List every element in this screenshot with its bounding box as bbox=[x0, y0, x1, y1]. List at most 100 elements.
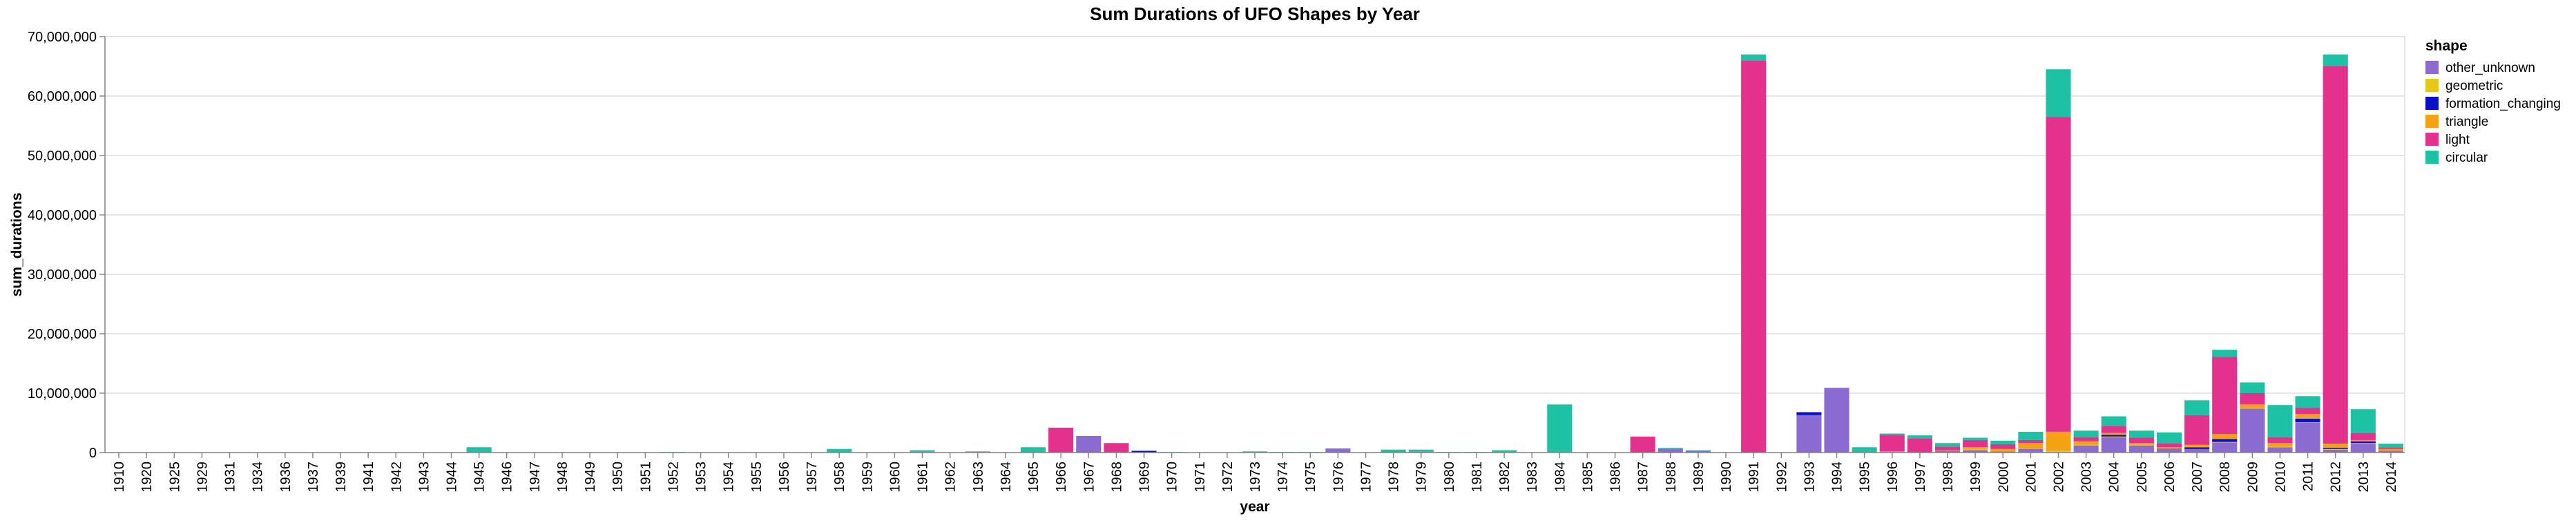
x-tick-label: 1969 bbox=[1137, 462, 1153, 493]
bar-formation_changing-2007 bbox=[2184, 447, 2210, 449]
legend-swatch-geometric bbox=[2425, 79, 2439, 92]
x-tick-label: 1994 bbox=[1830, 462, 1845, 493]
bar-light-2001 bbox=[2018, 439, 2044, 444]
legend-swatch-formation_changing bbox=[2425, 97, 2439, 110]
x-tick-label: 1954 bbox=[722, 462, 737, 493]
bar-triangle-2008 bbox=[2212, 434, 2238, 439]
x-tick-label: 2002 bbox=[2051, 462, 2066, 493]
x-tick-label: 1945 bbox=[472, 462, 488, 493]
x-tick-label: 2000 bbox=[1996, 462, 2011, 493]
x-tick-label: 2006 bbox=[2162, 462, 2178, 493]
bar-circular-1978 bbox=[1381, 449, 1406, 453]
bar-circular-1995 bbox=[1852, 447, 1877, 453]
bar-other_unknown-1989 bbox=[1685, 451, 1711, 453]
x-tick-label: 1978 bbox=[1387, 462, 1402, 493]
x-tick-label: 1958 bbox=[832, 462, 847, 493]
bar-circular-2001 bbox=[2018, 431, 2044, 440]
x-tick-label: 1989 bbox=[1691, 462, 1707, 493]
bar-light-1997 bbox=[1907, 438, 1932, 453]
bar-circular-2002 bbox=[2046, 69, 2071, 117]
bar-triangle-2014 bbox=[2378, 448, 2403, 451]
bar-other_unknown-2003 bbox=[2073, 445, 2099, 453]
x-tick-label: 1996 bbox=[1885, 462, 1901, 493]
bars bbox=[466, 54, 2403, 453]
bar-circular-1999 bbox=[1963, 437, 1988, 440]
bar-geometric-2010 bbox=[2267, 446, 2293, 448]
legend-title: shape bbox=[2425, 38, 2468, 54]
bar-light-2009 bbox=[2240, 393, 2265, 405]
x-tick-label: 1997 bbox=[1913, 462, 1928, 493]
x-tick-label: 1967 bbox=[1082, 462, 1097, 493]
x-tick-label: 1950 bbox=[611, 462, 626, 493]
x-tick-label: 1975 bbox=[1303, 462, 1318, 493]
x-axis-title: year bbox=[1240, 499, 1269, 515]
bar-formation_changing-2012 bbox=[2323, 448, 2348, 449]
bar-triangle-2009 bbox=[2240, 404, 2265, 408]
bar-other_unknown-2000 bbox=[1990, 451, 2016, 453]
bar-other_unknown-2012 bbox=[2323, 449, 2348, 453]
bar-other_unknown-2009 bbox=[2240, 408, 2265, 453]
x-tick-label: 1991 bbox=[1747, 462, 1762, 493]
x-tick-label: 1985 bbox=[1580, 462, 1595, 493]
y-tick-label: 0 bbox=[89, 446, 97, 461]
bar-circular-1996 bbox=[1879, 433, 1905, 435]
x-tick-label: 2001 bbox=[2024, 462, 2039, 493]
bar-circular-2009 bbox=[2240, 382, 2265, 393]
x-tick-label: 1956 bbox=[777, 462, 792, 493]
bar-light-2013 bbox=[2350, 433, 2376, 440]
bar-circular-2005 bbox=[2128, 430, 2154, 438]
bar-triangle-2013 bbox=[2350, 439, 2376, 442]
bar-triangle-2012 bbox=[2323, 444, 2348, 448]
bar-circular-1984 bbox=[1547, 404, 1573, 453]
x-tick-label: 1970 bbox=[1165, 462, 1180, 493]
bar-formation_changing-2011 bbox=[2295, 418, 2320, 423]
bar-circular-1963 bbox=[965, 451, 990, 453]
bar-other_unknown-2011 bbox=[2295, 423, 2320, 453]
bar-geometric-2008 bbox=[2212, 442, 2238, 443]
bar-circular-2003 bbox=[2073, 430, 2099, 437]
x-tick-label: 1952 bbox=[666, 462, 681, 493]
bar-circular-2012 bbox=[2323, 54, 2348, 66]
bar-other_unknown-1998 bbox=[1934, 451, 1961, 453]
x-tick-label: 1968 bbox=[1109, 462, 1124, 493]
x-tick-label: 1980 bbox=[1442, 462, 1457, 493]
x-tick-label: 1934 bbox=[251, 462, 266, 493]
bar-geometric-2012 bbox=[2323, 448, 2348, 450]
legend-swatch-triangle bbox=[2425, 115, 2439, 128]
x-tick-label: 2011 bbox=[2301, 462, 2316, 491]
legend-label-other_unknown: other_unknown bbox=[2445, 61, 2535, 75]
bar-triangle-2007 bbox=[2184, 444, 2210, 448]
x-tick-label: 1995 bbox=[1858, 462, 1873, 493]
bar-other_unknown-2007 bbox=[2184, 448, 2210, 453]
bar-light-1991 bbox=[1741, 60, 1767, 453]
x-tick-label: 1959 bbox=[860, 462, 875, 493]
x-tick-label: 2009 bbox=[2245, 462, 2260, 493]
x-tick-label: 1973 bbox=[1248, 462, 1263, 493]
bar-other_unknown-2008 bbox=[2212, 442, 2238, 453]
legend-swatch-other_unknown bbox=[2425, 61, 2439, 74]
y-axis-title: sum_durations bbox=[9, 193, 25, 297]
bar-circular-1997 bbox=[1907, 435, 1932, 439]
x-tick-label: 1971 bbox=[1193, 462, 1208, 493]
legend-label-geometric: geometric bbox=[2445, 79, 2503, 93]
x-tick-label: 2003 bbox=[2079, 462, 2095, 493]
bar-circular-1982 bbox=[1492, 450, 1517, 453]
bar-light-2000 bbox=[1990, 444, 2016, 449]
bar-other_unknown-1993 bbox=[1796, 415, 1822, 453]
bar-light-2003 bbox=[2073, 437, 2099, 442]
bar-triangle-2003 bbox=[2073, 441, 2099, 445]
bar-circular-1979 bbox=[1408, 449, 1434, 452]
bar-circular-1965 bbox=[1020, 447, 1046, 453]
x-tick-label: 1931 bbox=[223, 462, 238, 493]
bar-other_unknown-2013 bbox=[2350, 444, 2376, 453]
y-tick-label: 10,000,000 bbox=[28, 386, 97, 401]
x-tick-label: 1920 bbox=[140, 462, 155, 493]
x-tick-label: 1976 bbox=[1331, 462, 1346, 493]
bar-circular-1998 bbox=[1934, 443, 1961, 447]
y-tick-label: 50,000,000 bbox=[28, 149, 97, 164]
x-tick-label: 1936 bbox=[278, 462, 294, 493]
bar-light-2011 bbox=[2295, 408, 2320, 415]
bar-formation_changing-2008 bbox=[2212, 439, 2238, 442]
bar-light-1998 bbox=[1934, 446, 1961, 451]
x-tick-label: 1986 bbox=[1608, 462, 1624, 493]
